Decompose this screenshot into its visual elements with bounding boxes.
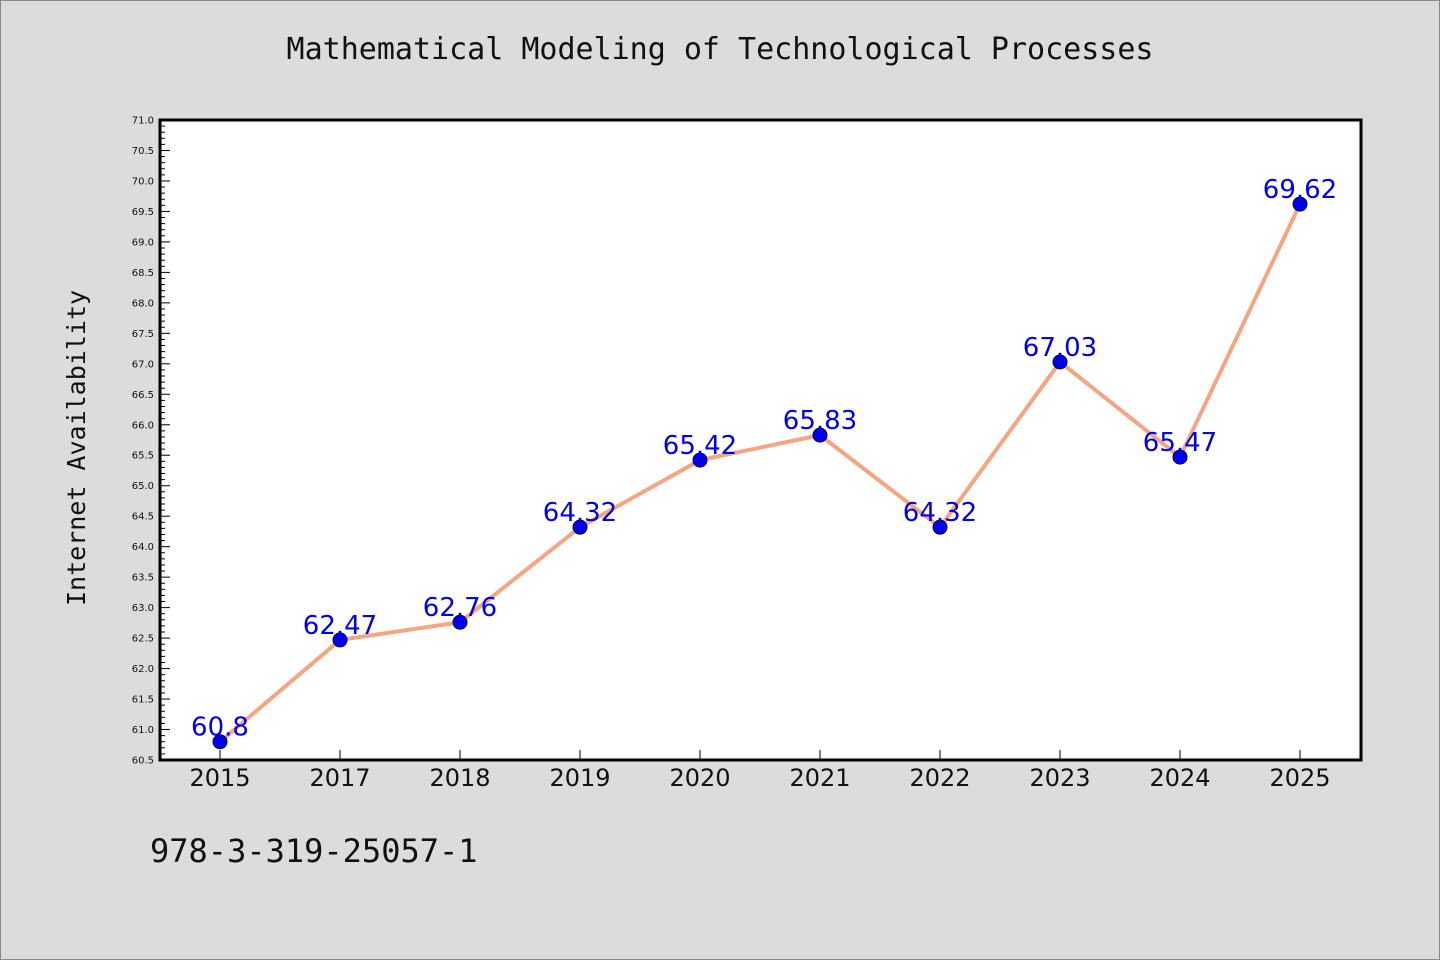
y-tick-label: 71.0 — [132, 116, 154, 127]
y-tick-label: 67.0 — [132, 359, 154, 370]
y-tick-label: 61.0 — [132, 725, 154, 736]
y-tick-label: 69.5 — [132, 207, 154, 218]
y-tick-label: 67.5 — [132, 329, 154, 340]
x-tick-label: 2022 — [909, 764, 970, 792]
data-label: 65.83 — [783, 406, 857, 436]
data-label: 67.03 — [1023, 333, 1097, 363]
x-tick-label: 2023 — [1029, 764, 1090, 792]
x-tick-label: 2025 — [1269, 764, 1330, 792]
x-tick-label: 2021 — [789, 764, 850, 792]
data-point — [332, 632, 348, 648]
data-point — [812, 427, 828, 443]
y-tick-label: 64.5 — [132, 512, 154, 523]
data-point — [212, 734, 228, 750]
y-tick-label: 60.5 — [132, 756, 154, 767]
y-tick-label: 64.0 — [132, 542, 154, 553]
y-tick-label: 69.0 — [132, 237, 154, 248]
data-point — [692, 452, 708, 468]
y-tick-label: 70.5 — [132, 146, 154, 157]
x-tick-label: 2024 — [1149, 764, 1210, 792]
data-label: 64.32 — [543, 498, 617, 528]
y-tick-label: 68.5 — [132, 268, 154, 279]
x-tick-label: 2020 — [669, 764, 730, 792]
isbn-code: 978-3-319-25057-1 — [150, 832, 478, 870]
x-tick-label: 2018 — [429, 764, 490, 792]
y-tick-label: 63.0 — [132, 603, 154, 614]
data-point — [1052, 354, 1068, 370]
y-tick-label: 63.5 — [132, 573, 154, 584]
data-label: 64.32 — [903, 498, 977, 528]
x-tick-label: 2015 — [189, 764, 250, 792]
x-tick-label: 2019 — [549, 764, 610, 792]
data-label: 62.47 — [303, 611, 377, 641]
data-label: 65.47 — [1143, 428, 1217, 458]
data-label: 60.8 — [191, 713, 249, 743]
y-axis-label: Internet Availability — [62, 290, 91, 606]
y-tick-label: 62.0 — [132, 664, 154, 675]
y-tick-label: 66.0 — [132, 420, 154, 431]
y-tick-label: 66.5 — [132, 390, 154, 401]
data-point — [572, 519, 588, 535]
y-tick-label: 61.5 — [132, 695, 154, 706]
series-line — [218, 203, 1302, 744]
chart-title: Mathematical Modeling of Technological P… — [286, 32, 1154, 67]
data-label: 62.76 — [423, 593, 497, 623]
data-label: 69.62 — [1263, 175, 1337, 205]
data-point — [1292, 196, 1308, 212]
y-tick-label: 62.5 — [132, 634, 154, 645]
data-point — [1172, 449, 1188, 465]
y-tick-label: 68.0 — [132, 298, 154, 309]
y-tick-label: 65.0 — [132, 481, 154, 492]
y-tick-label: 70.0 — [132, 176, 154, 187]
y-tick-label: 65.5 — [132, 451, 154, 462]
data-point — [452, 614, 468, 630]
data-label: 65.42 — [663, 431, 737, 461]
x-tick-label: 2017 — [309, 764, 370, 792]
data-point — [932, 519, 948, 535]
